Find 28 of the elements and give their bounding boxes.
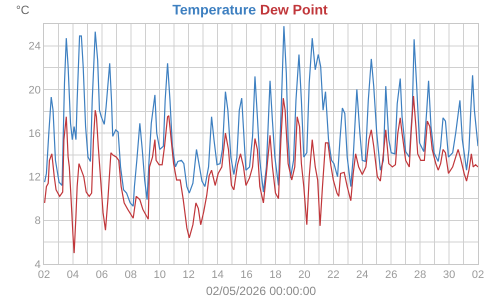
y-tick-label: 4 [34, 258, 41, 271]
x-tick-label: 14 [211, 269, 224, 282]
x-tick-label: 08 [124, 269, 137, 282]
x-tick-label: 26 [385, 269, 398, 282]
x-tick-label: 16 [240, 269, 253, 282]
x-tick-label: 18 [269, 269, 282, 282]
y-axis-title: °C [16, 3, 30, 17]
x-tick-label: 28 [414, 269, 426, 282]
x-tick-label: 02 [38, 269, 50, 282]
x-tick-label: 30 [442, 269, 456, 282]
x-axis-title: 02/05/2026 00:00:00 [206, 284, 316, 298]
x-tick-label: 20 [298, 269, 311, 282]
x-tick-label: 10 [154, 269, 166, 282]
x-tick-label: 02 [472, 269, 484, 282]
line-series [44, 26, 478, 207]
y-tick-label: 12 [28, 172, 41, 184]
y-tick-label: 24 [28, 40, 41, 53]
x-tick-label: 22 [327, 269, 340, 282]
x-tick-label: 12 [182, 269, 195, 282]
x-tick-label: 06 [96, 269, 108, 282]
line-series [44, 95, 478, 254]
y-tick-label: 8 [34, 215, 41, 228]
y-tick-label: 16 [28, 128, 41, 140]
text: Temperature [172, 1, 256, 18]
text: Dew Point [260, 1, 328, 18]
x-tick-label: 24 [356, 269, 368, 282]
y-tick-label: 20 [28, 84, 41, 96]
x-tick-label: 04 [66, 269, 80, 282]
